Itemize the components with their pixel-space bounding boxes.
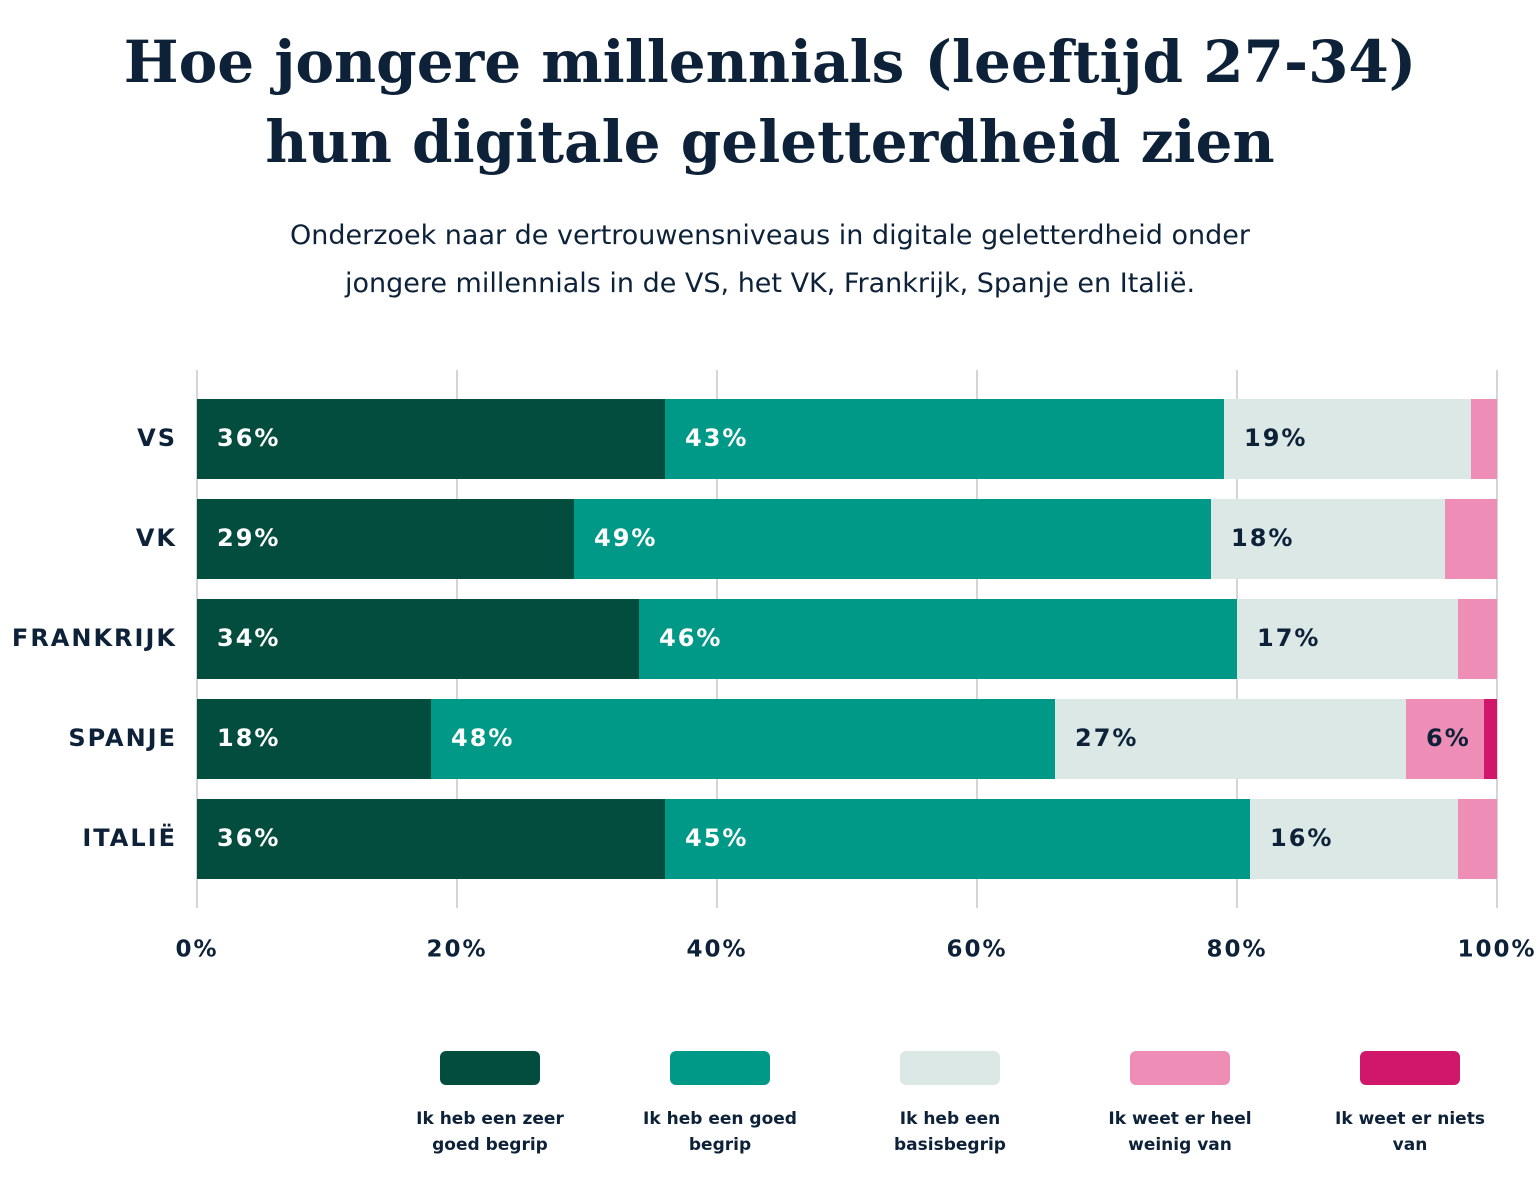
chart-subtitle: Onderzoek naar de vertrouwensniveaus in …: [290, 220, 1250, 299]
legend-swatch: [440, 1051, 540, 1085]
data-label: 27%: [1075, 724, 1138, 752]
y-tick-label: SPANJE: [68, 724, 177, 752]
bar-segment: [1055, 699, 1406, 779]
legend-swatch: [670, 1051, 770, 1085]
bar-segment: [665, 799, 1250, 879]
legend-swatch: [900, 1051, 1000, 1085]
bar-segment: [1471, 399, 1497, 479]
data-label: 43%: [685, 424, 748, 452]
bar-segment: [1458, 599, 1497, 679]
x-tick-label: 40%: [686, 937, 747, 963]
bar-segment: [1211, 499, 1445, 579]
data-label: 48%: [451, 724, 514, 752]
x-tick-label: 80%: [1206, 937, 1267, 963]
y-tick-label: FRANKRIJK: [12, 624, 177, 652]
legend-swatch: [1130, 1051, 1230, 1085]
bar-segment: [1250, 799, 1458, 879]
legend-label: Ik weet er heel weinig van: [1108, 1109, 1252, 1155]
bar-segment: [197, 399, 665, 479]
bar-segment: [1406, 699, 1484, 779]
data-label: 34%: [217, 624, 280, 652]
data-label: 16%: [1270, 824, 1333, 852]
data-label: 45%: [685, 824, 748, 852]
bar-segment: [197, 799, 665, 879]
bar-segment: [574, 499, 1211, 579]
y-tick-label: VS: [137, 424, 177, 452]
x-tick-label: 60%: [946, 937, 1007, 963]
bar-segment: [197, 499, 574, 579]
data-label: 17%: [1257, 624, 1320, 652]
legend-label: Ik weet er niets van: [1335, 1109, 1485, 1155]
bar-segment: [1484, 699, 1497, 779]
y-tick-label: VK: [136, 524, 177, 552]
data-label: 18%: [1231, 524, 1294, 552]
bar-segment: [197, 699, 431, 779]
x-tick-label: 20%: [426, 937, 487, 963]
bar-segment: [197, 599, 639, 679]
chart-title: Hoe jongere millennials (leeftijd 27-34)…: [123, 28, 1417, 176]
x-tick-label: 100%: [1457, 937, 1536, 963]
data-label: 19%: [1244, 424, 1307, 452]
legend-label: Ik heb een zeer goed begrip: [416, 1109, 564, 1155]
data-label: 6%: [1426, 724, 1471, 752]
bar-segment: [1237, 599, 1458, 679]
bar-segment: [639, 599, 1237, 679]
data-label: 36%: [217, 824, 280, 852]
legend-swatch: [1360, 1051, 1460, 1085]
data-label: 18%: [217, 724, 280, 752]
bar-segment: [665, 399, 1224, 479]
y-tick-label: ITALIË: [82, 823, 177, 852]
bar-segment: [1458, 799, 1497, 879]
bar-segment: [1445, 499, 1497, 579]
legend-label: Ik heb een goed begrip: [643, 1109, 797, 1155]
data-label: 29%: [217, 524, 280, 552]
legend-label: Ik heb een basisbegrip: [894, 1109, 1006, 1155]
data-label: 46%: [659, 624, 722, 652]
data-label: 49%: [594, 524, 657, 552]
x-tick-label: 0%: [175, 937, 218, 963]
bar-segment: [431, 699, 1055, 779]
data-label: 36%: [217, 424, 280, 452]
bar-segment: [1224, 399, 1471, 479]
